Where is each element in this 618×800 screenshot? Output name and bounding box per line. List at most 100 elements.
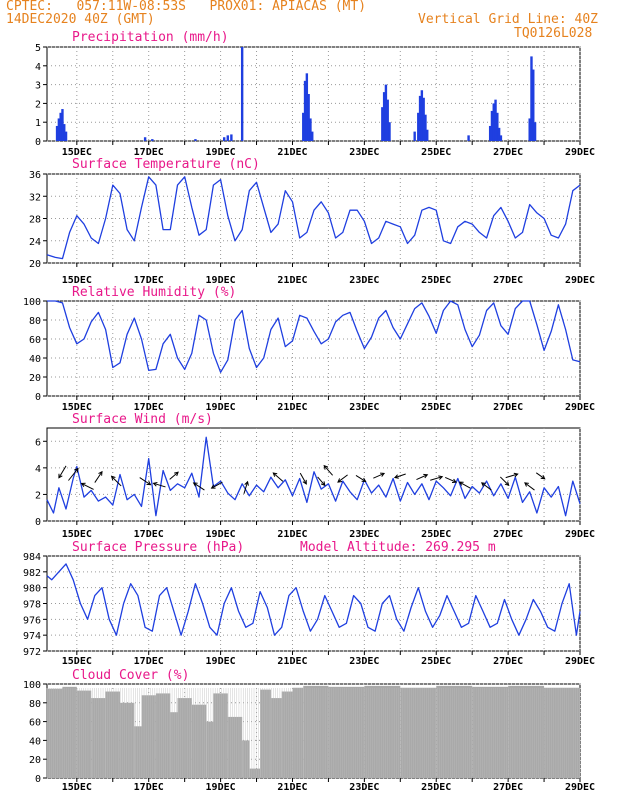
wind-arrow-shaft xyxy=(416,474,428,481)
panel2-xtick-label: 25DEC xyxy=(421,275,451,286)
wind-arrow-head xyxy=(458,481,464,486)
panel5-xtick-label: 15DEC xyxy=(62,656,92,667)
panel5-ytick-label: 980 xyxy=(23,584,41,595)
panel6-xtick-label: 19DEC xyxy=(206,782,236,793)
panel2-ytick-label: 28 xyxy=(29,215,41,226)
cloud-bar xyxy=(292,687,304,778)
panel6-xtick-label: 25DEC xyxy=(421,782,451,793)
panel5-frame xyxy=(46,555,581,652)
precip-bar xyxy=(240,47,244,141)
precip-bar xyxy=(420,90,424,141)
precip-bar xyxy=(413,131,416,141)
panel4-xtick-label: 27DEC xyxy=(493,529,523,540)
precip-bar xyxy=(311,131,314,141)
precip-bar xyxy=(494,99,497,141)
panel5-ytick-label: 982 xyxy=(23,568,41,579)
cloud-bar xyxy=(119,702,135,778)
precip-bar xyxy=(530,56,533,141)
panel1-ytick-label: 3 xyxy=(35,81,41,92)
panel6-ytick-label: 100 xyxy=(23,680,41,691)
panel5-series-line xyxy=(46,563,581,636)
wind-arrow-head xyxy=(423,473,429,479)
precip-bar xyxy=(532,69,535,141)
cloud-bar xyxy=(76,690,92,778)
wind-arrow-head xyxy=(174,471,179,477)
panel5-title: Surface Pressure (hPa) xyxy=(72,540,244,555)
wind-arrow-shaft xyxy=(481,482,492,491)
panel6-xtick-label: 21DEC xyxy=(277,782,307,793)
cloud-bar xyxy=(62,686,77,778)
panel2-ytick-label: 36 xyxy=(29,170,41,181)
panel1-xtick-label: 19DEC xyxy=(206,147,236,158)
wind-arrow-head xyxy=(146,480,152,486)
cloud-bar xyxy=(47,688,63,778)
cloud-bar xyxy=(134,726,142,778)
cloud-bar xyxy=(544,687,580,778)
panel5-xtick-label: 23DEC xyxy=(349,656,379,667)
wind-arrow-head xyxy=(210,484,216,489)
wind-arrow-shaft xyxy=(111,475,122,487)
cloud-bar xyxy=(170,712,178,778)
panel1-ytick-label: 0 xyxy=(35,137,41,148)
panel1-title: Precipitation (mm/h) xyxy=(72,30,229,45)
panel1-ytick-label: 1 xyxy=(35,118,41,129)
wind-arrow-shaft xyxy=(445,476,457,483)
cloud-bar xyxy=(303,685,329,778)
panel4-ytick-label: 4 xyxy=(35,464,41,475)
panel2-xtick-label: 21DEC xyxy=(277,275,307,286)
precip-bar xyxy=(303,80,307,141)
panel6-xtick-label: 17DEC xyxy=(134,782,164,793)
header-date: 14DEC2020 40Z (GMT) xyxy=(6,12,155,27)
panel5-xtick-label: 25DEC xyxy=(421,656,451,667)
panel4-xtick-label: 25DEC xyxy=(421,529,451,540)
cloud-bar xyxy=(227,716,243,778)
wind-arrow-head xyxy=(540,474,546,480)
precip-bar xyxy=(488,125,492,141)
panel5-ytick-label: 974 xyxy=(23,631,41,642)
precip-bar xyxy=(194,139,197,141)
panel6-xtick-label: 27DEC xyxy=(493,782,523,793)
panel3-ytick-label: 0 xyxy=(35,392,41,403)
panel6-xtick-label: 15DEC xyxy=(62,782,92,793)
panel4-frame xyxy=(46,427,581,522)
precip-bar xyxy=(496,112,499,141)
panel6-ytick-label: 0 xyxy=(35,774,41,785)
wind-arrow-head xyxy=(58,473,63,479)
wind-arrow-shaft xyxy=(68,468,79,481)
panel3-ytick-label: 20 xyxy=(29,373,41,384)
panel4-xtick-label: 15DEC xyxy=(62,529,92,540)
panel6-ytick-label: 20 xyxy=(29,755,41,766)
precip-bar xyxy=(533,122,537,141)
panel1-xtick-label: 21DEC xyxy=(277,147,307,158)
wind-arrow-shaft xyxy=(299,472,307,485)
wind-arrow-head xyxy=(524,482,529,487)
panel3-ytick-label: 60 xyxy=(29,335,41,346)
precip-bar xyxy=(492,103,495,141)
panel2-series-line xyxy=(46,176,581,260)
panel4-xtick-label: 17DEC xyxy=(134,529,164,540)
precip-bar xyxy=(307,94,310,141)
wind-arrow-head xyxy=(337,478,343,483)
wind-arrow-shaft xyxy=(505,473,518,479)
panel2-xtick-label: 15DEC xyxy=(62,275,92,286)
panel2-xtick-label: 23DEC xyxy=(349,275,379,286)
panel2-xtick-label: 19DEC xyxy=(206,275,236,286)
cloud-bar xyxy=(328,686,365,778)
wind-arrow-shaft xyxy=(524,482,535,491)
cloud-bar xyxy=(191,704,207,778)
panel3-xtick-label: 29DEC xyxy=(565,402,595,413)
panel1-ytick-label: 4 xyxy=(35,62,41,73)
panel1-xtick-label: 23DEC xyxy=(349,147,379,158)
panel2-title: Surface Temperature (nC) xyxy=(72,157,260,172)
precip-bar xyxy=(426,129,429,141)
cloud-bar xyxy=(242,740,250,778)
panel2-ytick-label: 32 xyxy=(29,192,41,203)
cloud-bar xyxy=(508,685,545,778)
precip-bar xyxy=(59,112,62,141)
precip-bar xyxy=(305,73,309,141)
wind-arrow-head xyxy=(320,481,326,487)
precip-bar xyxy=(61,109,64,141)
wind-arrow-shaft xyxy=(81,483,94,490)
cloud-bar xyxy=(364,685,401,778)
